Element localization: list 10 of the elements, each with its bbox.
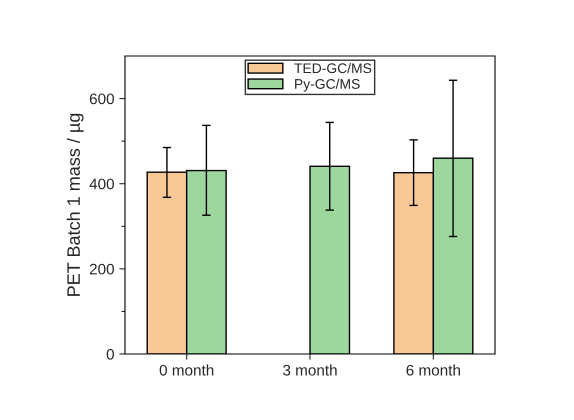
- legend-label: TED-GC/MS: [294, 62, 372, 74]
- y-axis-title: PET Batch 1 mass / µg: [66, 114, 84, 296]
- y-tick-label: 0: [106, 348, 114, 360]
- x-tick-label: 0 month: [160, 364, 214, 376]
- x-tick-label: 3 month: [282, 364, 337, 376]
- y-tick-label: 600: [90, 93, 114, 104]
- y-tick-label: 400: [89, 178, 114, 190]
- x-tick-label: 6 month: [406, 364, 460, 376]
- legend-label: Py-GC/MS: [295, 78, 360, 92]
- y-tick-label: 200: [90, 264, 114, 275]
